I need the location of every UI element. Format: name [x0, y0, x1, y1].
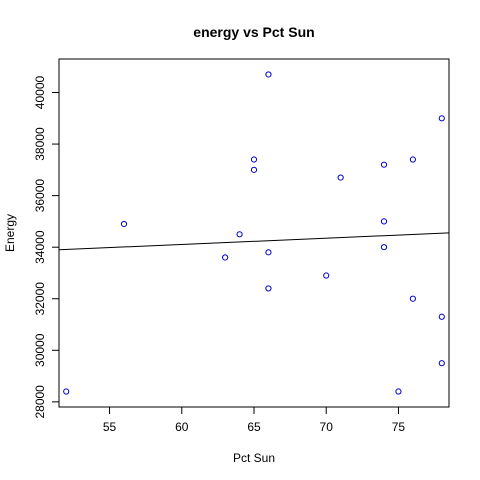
- y-tick-label: 30000: [33, 333, 47, 367]
- regression-line-group: [58, 232, 450, 251]
- x-tick-label: 65: [247, 420, 261, 434]
- data-point: [265, 285, 272, 292]
- data-point: [438, 360, 445, 367]
- y-axis: 28000 30000 32000 34000 36000 38000 40000: [33, 76, 60, 419]
- data-point: [120, 220, 128, 228]
- regression-line: [58, 232, 450, 251]
- data-point: [250, 166, 258, 173]
- y-tick-label: 32000: [33, 282, 47, 316]
- chart-title: energy vs Pct Sun: [193, 24, 314, 40]
- data-point: [380, 161, 388, 168]
- data-point: [395, 388, 402, 395]
- data-point: [380, 244, 388, 251]
- data-point: [409, 156, 416, 163]
- y-tick-label: 40000: [33, 76, 47, 110]
- data-point: [265, 249, 272, 256]
- plot-area: [58, 58, 450, 408]
- data-point: [222, 254, 229, 261]
- data-point: [438, 313, 445, 320]
- y-tick-label: 38000: [33, 127, 47, 161]
- x-axis-label: Pct Sun: [233, 451, 275, 465]
- x-axis: 55 60 65 70 75: [103, 406, 406, 434]
- data-point: [380, 218, 388, 225]
- y-axis-label: Energy: [3, 214, 17, 252]
- data-point: [323, 272, 330, 279]
- data-point: [438, 115, 445, 122]
- y-tick-label: 36000: [33, 179, 47, 213]
- y-tick-label: 28000: [33, 385, 47, 419]
- y-tick-label: 34000: [33, 230, 47, 264]
- data-point: [63, 388, 70, 395]
- data-point: [409, 295, 416, 302]
- x-tick-label: 75: [392, 420, 406, 434]
- x-tick-label: 70: [320, 420, 334, 434]
- data-point: [250, 156, 258, 163]
- data-point: [337, 174, 344, 181]
- data-point: [265, 71, 272, 78]
- data-points: [63, 71, 445, 395]
- plot-frame: [58, 58, 450, 408]
- x-tick-label: 60: [175, 420, 189, 434]
- x-tick-label: 55: [103, 420, 117, 434]
- data-point: [236, 231, 243, 238]
